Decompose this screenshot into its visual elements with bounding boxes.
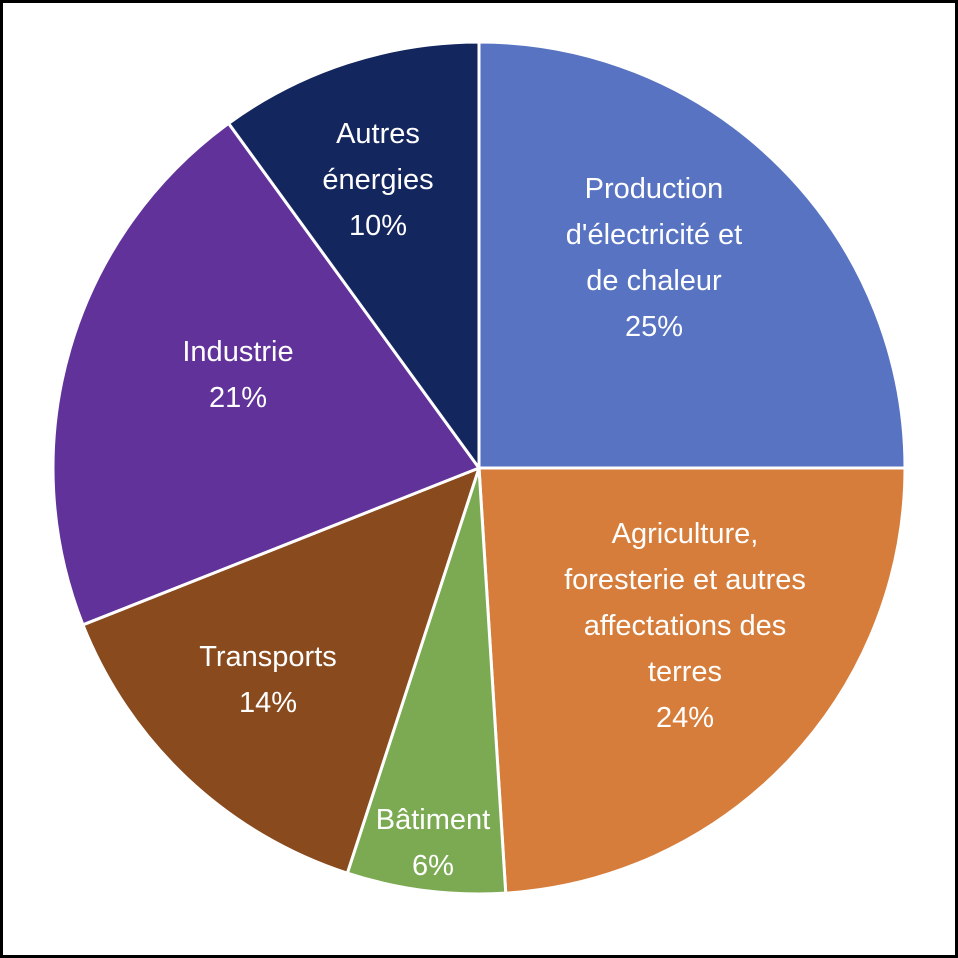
slice-label: Autres énergies 10% — [322, 118, 433, 242]
slice-label: Agriculture, foresterie et autres affectat… — [564, 518, 806, 734]
pie-slices — [51, 40, 907, 896]
slice-category-label: Autres — [336, 118, 420, 150]
slice-value-label: 24% — [656, 702, 714, 734]
pie-slice — [227, 40, 481, 470]
slice-category-label: Agriculture, — [612, 518, 759, 550]
slice-category-label: d'électricité et — [566, 219, 742, 251]
slice-value-label: 10% — [349, 210, 407, 242]
pie-slice — [81, 466, 481, 875]
slice-category-label: Production — [585, 173, 724, 205]
pie-labels: Production d'électricité et de chaleur 25% A… — [182, 118, 806, 882]
slice-category-label: affectations des — [584, 610, 787, 642]
slice-value-label: 21% — [209, 382, 267, 414]
slice-category-label: Bâtiment — [376, 804, 490, 836]
slice-value-label: 25% — [625, 311, 683, 343]
slice-label: Bâtiment 6% — [376, 804, 490, 882]
pie-slice — [345, 466, 508, 896]
slice-value-label: 14% — [239, 687, 297, 719]
slice-label: Industrie 21% — [182, 336, 293, 414]
pie-slice — [51, 121, 481, 627]
slice-value-label: 6% — [412, 850, 454, 882]
pie-chart: Production d'électricité et de chaleur 25% A… — [51, 40, 907, 896]
slice-label: Transports 14% — [199, 641, 337, 719]
slice-label: Production d'électricité et de chaleur 25% — [566, 173, 742, 343]
slice-category-label: Transports — [199, 641, 337, 673]
slice-category-label: de chaleur — [586, 265, 722, 297]
slice-category-label: terres — [648, 656, 722, 688]
slice-category-label: énergies — [322, 164, 433, 196]
slice-category-label: foresterie et autres — [564, 564, 806, 596]
pie-slice — [477, 40, 907, 470]
slice-category-label: Industrie — [182, 336, 293, 368]
pie-slice — [477, 466, 907, 895]
